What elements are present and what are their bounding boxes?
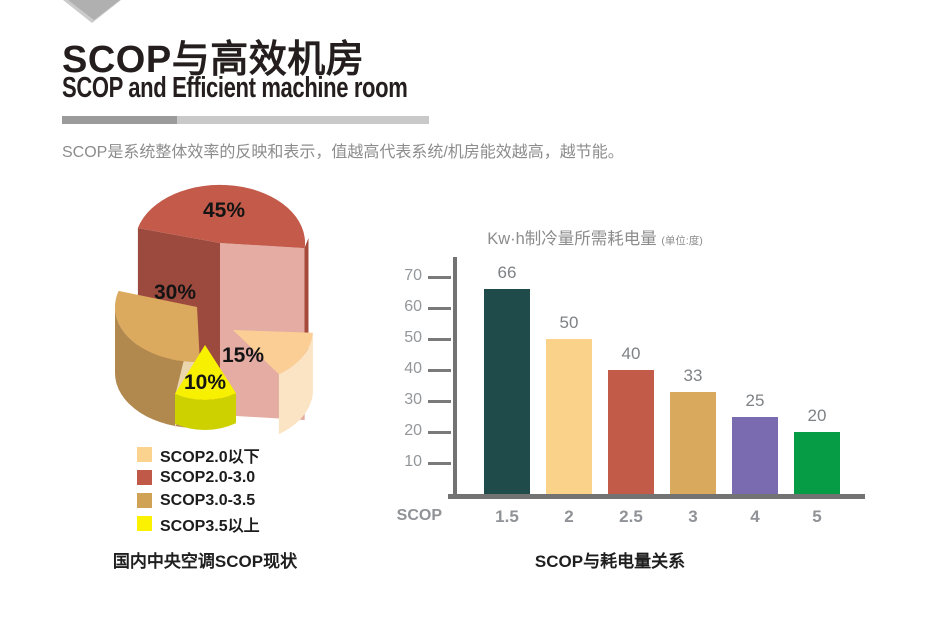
x-tick-label: 1.5 xyxy=(495,507,519,526)
page-subtitle: SCOP and Efficient machine room xyxy=(62,72,408,104)
pie-slice-15-top xyxy=(233,330,313,375)
pie-slice-30-top xyxy=(114,290,200,363)
x-tick-label: 2.5 xyxy=(619,507,643,526)
y-tick-line xyxy=(428,338,451,341)
y-tick-line xyxy=(428,276,451,279)
pie-chart: 45% 30% 15% 10% xyxy=(95,168,355,468)
y-tick-label: 70 xyxy=(404,267,422,284)
bar-value-label: 33 xyxy=(683,365,703,385)
x-tick-label: 3 xyxy=(688,507,698,526)
title-divider xyxy=(62,116,429,124)
y-tick-label: 30 xyxy=(404,391,422,408)
y-tick-line xyxy=(428,462,451,465)
pie-percent-label: 45% xyxy=(202,199,246,222)
bar-1.5 xyxy=(484,289,530,497)
bar-2 xyxy=(546,339,592,497)
bar-chart: Kw·h制冷量所需耗电量 (单位:度) SCOP 10 20 30 40 50 60 70 6… xyxy=(390,213,910,583)
bar-2.5 xyxy=(608,370,654,497)
legend-swatch xyxy=(137,470,152,485)
bar-value-label: 20 xyxy=(807,406,827,425)
bar-value-label: 25 xyxy=(745,390,765,410)
pie-chart-caption: 国内中央空调SCOP现状 xyxy=(112,552,298,571)
legend-swatch xyxy=(137,516,152,531)
bar-chart-caption: SCOP与耗电量关系 xyxy=(534,552,686,571)
legend-label: SCOP3.5以上 xyxy=(160,517,260,535)
y-tick-label: 50 xyxy=(404,329,422,346)
pie-slice-10-top xyxy=(175,345,236,401)
legend-item: SCOP2.0以下 xyxy=(137,443,260,466)
bar-value-label: 66 xyxy=(497,263,517,283)
bar-4 xyxy=(732,416,778,497)
bar-5 xyxy=(794,432,840,497)
title-divider-dark-segment xyxy=(62,116,177,124)
x-tick-label: 2 xyxy=(564,507,574,526)
legend-label: SCOP2.0以下 xyxy=(160,448,260,466)
legend-item: SCOP3.0-3.5 xyxy=(137,489,260,512)
legend-label: SCOP2.0-3.0 xyxy=(160,468,256,486)
legend-swatch xyxy=(137,493,152,508)
pie-slice-10-side-face xyxy=(175,393,236,431)
bar-chart-title-unit: (单位:度) xyxy=(661,235,703,247)
legend-swatch xyxy=(137,447,152,462)
intro-text: SCOP是系统整体效率的反映和表示，值越高代表系统/机房能效越高，越节能。 xyxy=(62,144,624,161)
y-tick-label: 20 xyxy=(404,422,422,439)
x-axis-line xyxy=(448,494,865,499)
pie-slice-45-top xyxy=(137,184,306,249)
pie-slice-15-side-face xyxy=(278,332,313,435)
y-tick-label: 10 xyxy=(404,453,422,470)
pie-chart-graphic xyxy=(114,184,313,435)
bar-value-label: 40 xyxy=(621,344,641,363)
y-tick-line xyxy=(428,307,451,310)
pie-percent-label: 15% xyxy=(221,344,265,367)
y-axis-line xyxy=(453,257,457,498)
bar-chart-title-text: Kw·h制冷量所需耗电量 xyxy=(487,230,657,248)
down-arrow-icon xyxy=(68,0,120,20)
bar-3 xyxy=(670,391,716,497)
y-tick-label: 40 xyxy=(404,360,422,377)
y-tick-line xyxy=(428,431,451,434)
pie-percent-label: 10% xyxy=(183,371,227,394)
pie-percent-label: 30% xyxy=(153,281,197,304)
bar-chart-title: Kw·h制冷量所需耗电量 (单位:度) xyxy=(455,225,735,249)
legend-item: SCOP3.5以上 xyxy=(137,512,260,535)
pie-legend: SCOP2.0以下 SCOP2.0-3.0 SCOP3.0-3.5 SCOP3.5以上 xyxy=(137,443,260,535)
y-tick-line xyxy=(428,400,451,403)
x-tick-label: 5 xyxy=(812,507,822,526)
legend-item: SCOP2.0-3.0 xyxy=(137,466,260,489)
page-title: SCOP与高效机房 xyxy=(62,39,365,81)
x-tick-label: 4 xyxy=(750,507,760,526)
bar-value-label: 50 xyxy=(559,313,579,332)
x-axis-name: SCOP xyxy=(396,507,442,524)
y-tick-line xyxy=(428,369,451,372)
legend-label: SCOP3.0-3.5 xyxy=(160,491,256,509)
y-tick-label: 60 xyxy=(404,298,422,315)
